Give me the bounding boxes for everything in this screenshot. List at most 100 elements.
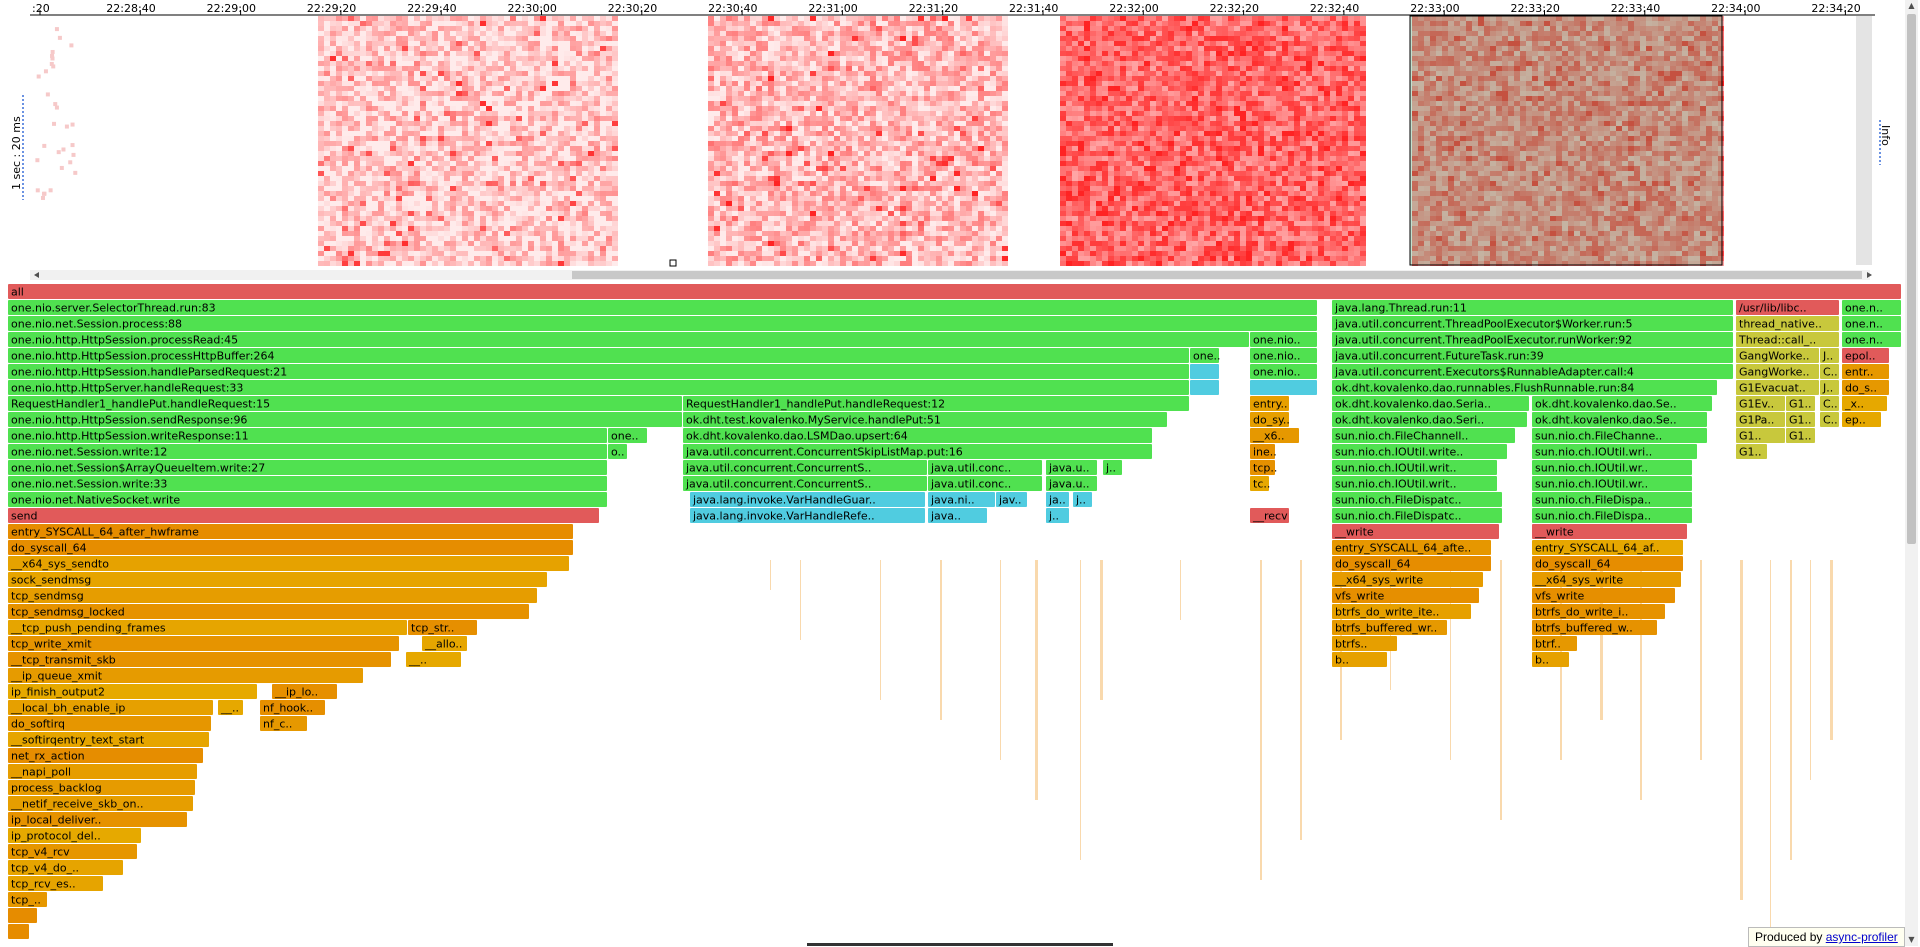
heat-cell (606, 21, 612, 26)
heat-cell (774, 256, 780, 261)
heat-cell (834, 101, 840, 106)
heat-cell (432, 261, 438, 266)
heat-cell (852, 216, 858, 221)
heat-cell (804, 141, 810, 146)
heat-cell (798, 226, 804, 231)
heat-cell (354, 226, 360, 231)
heat-cell (780, 66, 786, 71)
heat-cell (936, 86, 942, 91)
heat-cell (708, 216, 714, 221)
heat-cell (774, 76, 780, 81)
heat-cell (786, 26, 792, 31)
heat-cell (534, 176, 540, 181)
heat-cell (810, 231, 816, 236)
heat-cell (348, 31, 354, 36)
heat-cell (876, 16, 882, 21)
heat-cell (528, 71, 534, 76)
heat-cell (516, 31, 522, 36)
heat-cell (486, 31, 492, 36)
heat-cell (510, 241, 516, 246)
heat-cell (996, 36, 1002, 41)
heat-cell (762, 101, 768, 106)
heat-cell (480, 106, 486, 111)
heat-cell (390, 221, 396, 226)
heat-cell (852, 96, 858, 101)
heat-cell (318, 51, 324, 56)
heat-cell (966, 236, 972, 241)
heat-cell (816, 76, 822, 81)
heat-cell (780, 71, 786, 76)
heat-cell (552, 56, 558, 61)
heat-cell (558, 26, 564, 31)
heat-cell (360, 61, 366, 66)
heat-cell (816, 26, 822, 31)
heat-cell (342, 61, 348, 66)
heat-cell (912, 121, 918, 126)
heat-cell (978, 71, 984, 76)
heat-cell (996, 206, 1002, 211)
heat-cell (426, 66, 432, 71)
heat-cell (390, 216, 396, 221)
heat-cell (528, 246, 534, 251)
heat-cell (606, 121, 612, 126)
heat-cell (936, 261, 942, 266)
heat-cell (948, 221, 954, 226)
heat-cell (570, 176, 576, 181)
heat-cell (600, 171, 606, 176)
heat-cell (564, 86, 570, 91)
heat-cell (336, 151, 342, 156)
heat-cell (906, 151, 912, 156)
heat-cell (888, 171, 894, 176)
heat-cell (468, 196, 474, 201)
heat-cell (984, 81, 990, 86)
heat-cell (594, 156, 600, 161)
heat-cell (462, 156, 468, 161)
heat-cell (510, 181, 516, 186)
heat-cell (390, 16, 396, 21)
heat-cell (804, 201, 810, 206)
heat-cell (936, 176, 942, 181)
heat-cell (714, 26, 720, 31)
heat-cell (606, 236, 612, 241)
heat-cell (546, 81, 552, 86)
heat-cell (930, 61, 936, 66)
heat-cell (816, 51, 822, 56)
heat-cell (348, 226, 354, 231)
heat-cell (564, 31, 570, 36)
heatmap-cells[interactable] (35, 16, 1724, 266)
heat-cell (828, 251, 834, 256)
heat-cell (492, 146, 498, 151)
heat-cell (372, 246, 378, 251)
heat-cell (720, 251, 726, 256)
heat-cell (480, 196, 486, 201)
heat-cell (762, 181, 768, 186)
heat-cell (804, 211, 810, 216)
heat-cell (984, 151, 990, 156)
heat-cell (786, 116, 792, 121)
heat-cell (588, 81, 594, 86)
heat-cell (714, 46, 720, 51)
heat-cell (792, 146, 798, 151)
heat-cell (348, 46, 354, 51)
heat-cell (900, 76, 906, 81)
heat-cell (534, 81, 540, 86)
heat-cell (774, 251, 780, 256)
heat-cell (786, 186, 792, 191)
heat-cell (750, 186, 756, 191)
heat-cell (384, 226, 390, 231)
heat-cell (906, 156, 912, 161)
heatmap-panel[interactable]: :20 22:28:40 22:29:00 22:29:20 22:29:40 22:30… (0, 0, 1920, 280)
heat-cell (444, 196, 450, 201)
heat-cell (384, 21, 390, 26)
heat-cell (330, 16, 336, 21)
heat-cell (768, 221, 774, 226)
heat-cell (366, 196, 372, 201)
heat-cell (552, 86, 558, 91)
heat-cell (714, 51, 720, 56)
heat-cell (576, 206, 582, 211)
heat-cell (330, 126, 336, 131)
heat-cell (1002, 166, 1008, 171)
heat-cell (720, 146, 726, 151)
heat-cell (468, 16, 474, 21)
heat-cell (708, 186, 714, 191)
